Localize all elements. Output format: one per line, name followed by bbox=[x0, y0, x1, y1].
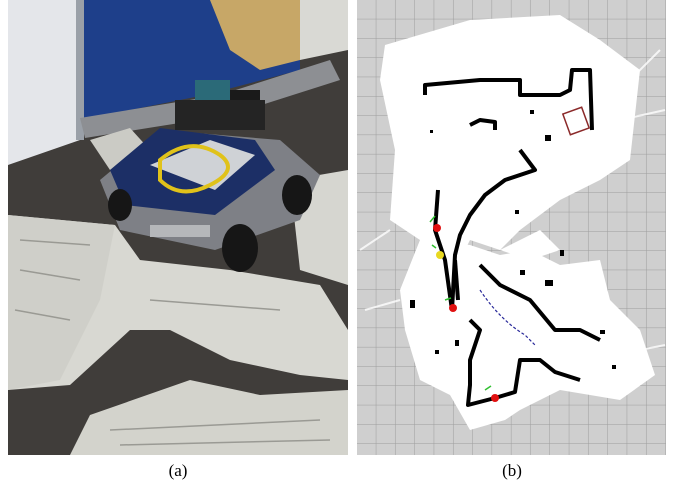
photo-panel bbox=[8, 0, 348, 455]
figure: (a) (b) bbox=[0, 0, 674, 493]
caption-a: (a) bbox=[169, 461, 188, 480]
caption-b: (b) bbox=[502, 461, 522, 480]
map-panel bbox=[357, 0, 666, 455]
figure-page: (a) (b) (() => { const data = JSON.parse… bbox=[0, 0, 674, 493]
